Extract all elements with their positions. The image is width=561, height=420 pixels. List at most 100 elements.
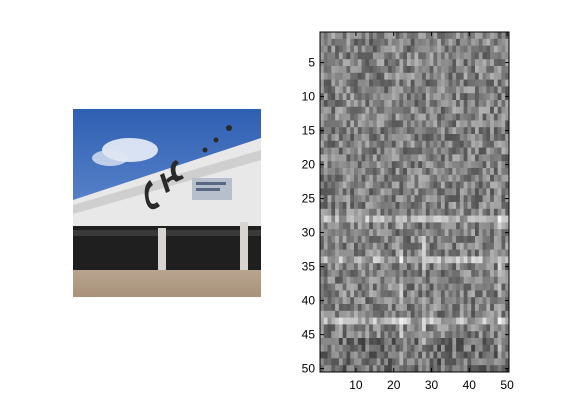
heatmap-cell [459,263,465,271]
heatmap-cell [425,147,431,155]
heatmap-cell [497,290,502,298]
heatmap-cell [357,338,362,346]
heatmap-cell [399,270,404,278]
heatmap-cell [350,256,355,264]
heatmap-cell [440,324,446,332]
heatmap-cell [444,79,449,87]
heatmap-cell [459,304,465,312]
heatmap-cell [493,59,499,67]
heatmap-cell [471,263,476,271]
heatmap-cell [350,38,355,46]
heatmap-cell [350,263,355,271]
heatmap-cell [452,147,457,155]
heatmap-cell [331,270,336,278]
heatmap-cell [456,229,461,237]
heatmap-cell [346,304,351,312]
heatmap-cell [501,154,506,162]
heatmap-cell [493,86,499,94]
heatmap-cell [418,229,423,237]
heatmap-cell [327,256,332,264]
heatmap-cell [482,52,487,60]
heatmap-cell [482,161,487,169]
heatmap-cell [440,66,446,74]
heatmap-cell [448,86,453,94]
heatmap-cell [486,208,491,216]
heatmap-cell [444,147,449,155]
heatmap-cell [463,297,468,305]
heatmap-cell [456,290,461,298]
heatmap-cell [399,249,404,257]
heatmap-cell [482,174,487,182]
heatmap-cell [418,365,423,373]
heatmap-cell [327,100,332,108]
heatmap-cell [388,276,393,284]
heatmap-cell [505,86,510,94]
heatmap-cell [452,86,457,94]
heatmap-cell [350,127,355,135]
heatmap-cell [323,45,328,53]
heatmap-cell [414,188,419,196]
heatmap-cell [327,358,332,366]
heatmap-cell [395,338,400,346]
heatmap-cell [474,351,480,359]
heatmap-cell [327,86,332,94]
heatmap-cell [399,168,404,176]
heatmap-cell [429,283,434,291]
heatmap-cell [403,304,408,312]
heatmap-cell [410,72,415,80]
heatmap-cell [395,154,400,162]
heatmap-cell [456,263,461,271]
heatmap-cell [448,331,453,339]
heatmap-cell [429,229,434,237]
heatmap-cell [410,66,415,74]
heatmap-cell [331,45,336,53]
heatmap-cell [497,72,502,80]
heatmap-cell [376,52,381,60]
heatmap-cell [433,168,438,176]
heatmap-cell [471,256,476,264]
heatmap-cell [395,79,400,87]
heatmap-cell [452,236,457,244]
heatmap-cell [414,236,419,244]
heatmap-cell [425,181,431,189]
heatmap-cell [497,236,502,244]
heatmap-cell [323,242,328,250]
heatmap-cell [320,317,325,325]
heatmap-cell [425,222,431,230]
heatmap-cell [501,86,506,94]
heatmap-cell [452,45,457,53]
heatmap-cell [497,154,502,162]
heatmap-cell [429,338,434,346]
heatmap-cell [342,52,347,60]
heatmap-cell [478,100,483,108]
heatmap-cell [440,59,446,67]
heatmap-cell [471,127,476,135]
heatmap-cell [474,120,480,128]
heatmap-cell [338,106,344,114]
heatmap-cell [429,93,434,101]
heatmap-cell [452,283,457,291]
heatmap-cell [456,100,461,108]
heatmap-cell [501,324,506,332]
heatmap-cell [459,134,465,142]
heatmap-cell [463,365,468,373]
heatmap-cell [490,249,495,257]
heatmap-cell [346,310,351,318]
heatmap-cell [410,38,415,46]
heatmap-cell [463,208,468,216]
heatmap-cell [425,276,431,284]
heatmap-cell [501,188,506,196]
heatmap-cell [505,79,510,87]
heatmap-cell [448,59,453,67]
heatmap-cell [478,263,483,271]
heatmap-cell [505,174,510,182]
heatmap-cell [338,304,344,312]
heatmap-cell [365,106,370,114]
heatmap-cell [437,181,442,189]
heatmap-cell [331,86,336,94]
heatmap-cell [471,358,476,366]
heatmap-cell [388,100,393,108]
heatmap-cell [395,195,400,203]
heatmap-cell [410,127,415,135]
heatmap-cell [354,249,359,257]
